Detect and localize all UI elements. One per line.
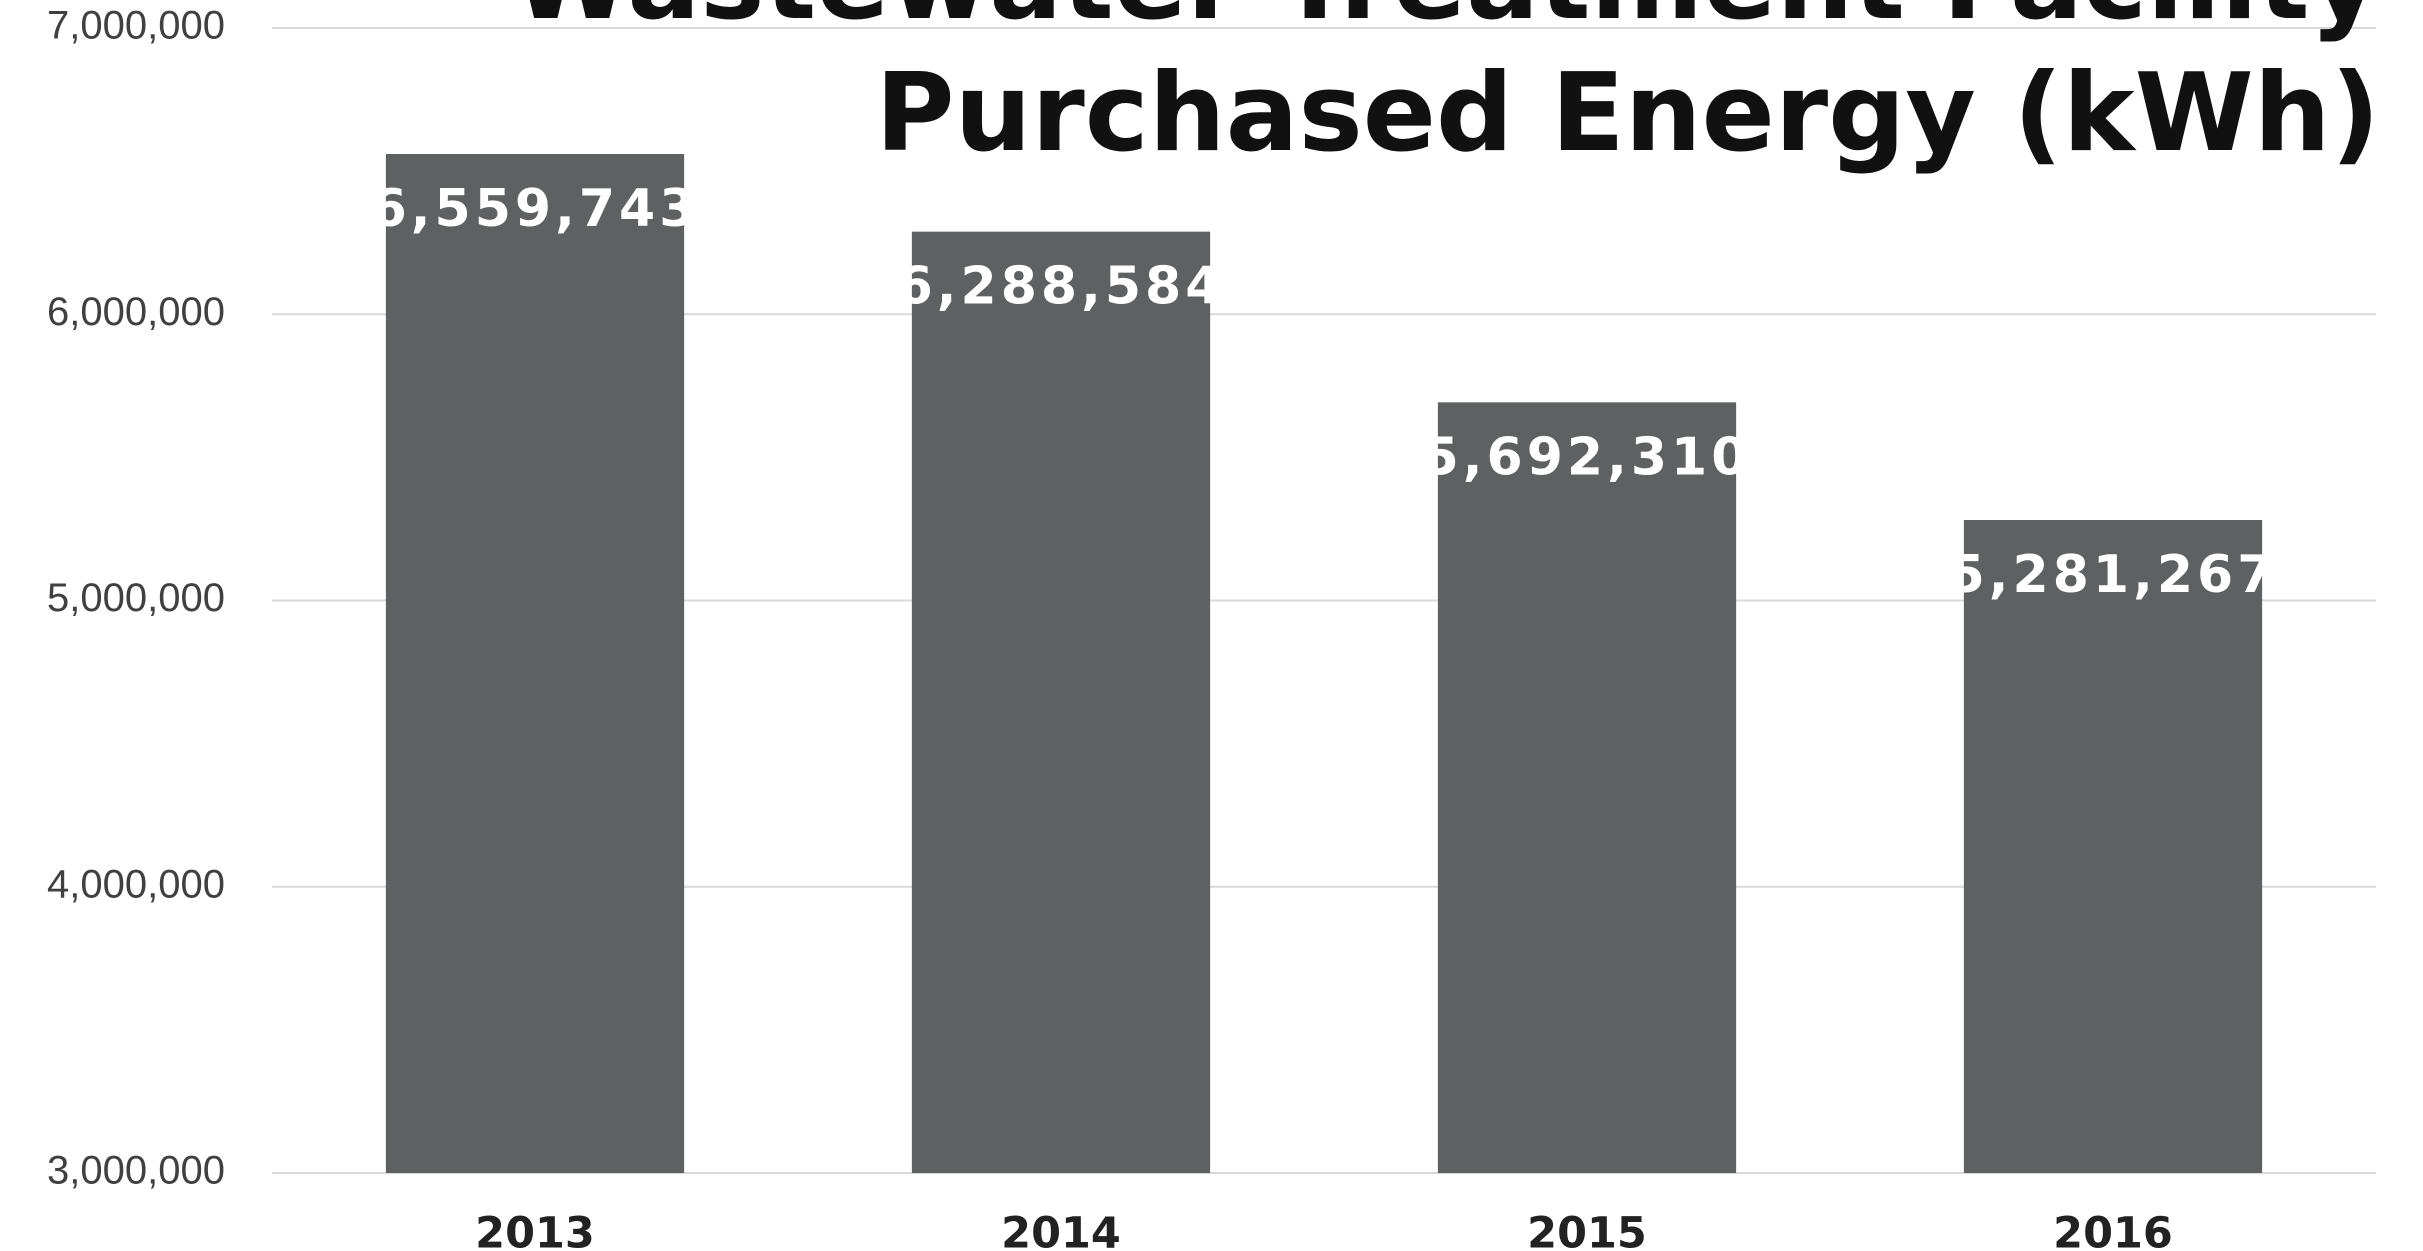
x-tick-label: 2013 (475, 1209, 595, 1251)
x-tick-label: 2015 (1527, 1209, 1647, 1251)
data-label: 5,281,267 (1949, 545, 2278, 605)
y-tick-label: 3,000,000 (47, 1149, 225, 1193)
chart-title: Purchased Energy (kWh) (875, 51, 2380, 176)
chart-title: Wastewater Treatment Facility (512, 0, 2380, 44)
data-label: 6,288,584 (897, 257, 1226, 317)
x-tick-label: 2014 (1001, 1209, 1121, 1251)
bar (1963, 519, 2263, 1173)
data-label: 5,692,310 (1423, 427, 1752, 487)
bar (385, 154, 685, 1173)
chart-body: 3,000,000 4,000,000 5,000,000 6,000,000 7,00… (47, 4, 2376, 1251)
bar (1437, 402, 1737, 1173)
y-tick-label: 7,000,000 (47, 4, 225, 48)
y-tick-label: 4,000,000 (47, 862, 225, 906)
data-label: 6,559,743 (371, 179, 700, 239)
x-tick-label: 2016 (2053, 1209, 2173, 1251)
y-tick-label: 6,000,000 (47, 290, 225, 334)
y-tick-label: 5,000,000 (47, 576, 225, 620)
bar (911, 231, 1211, 1174)
